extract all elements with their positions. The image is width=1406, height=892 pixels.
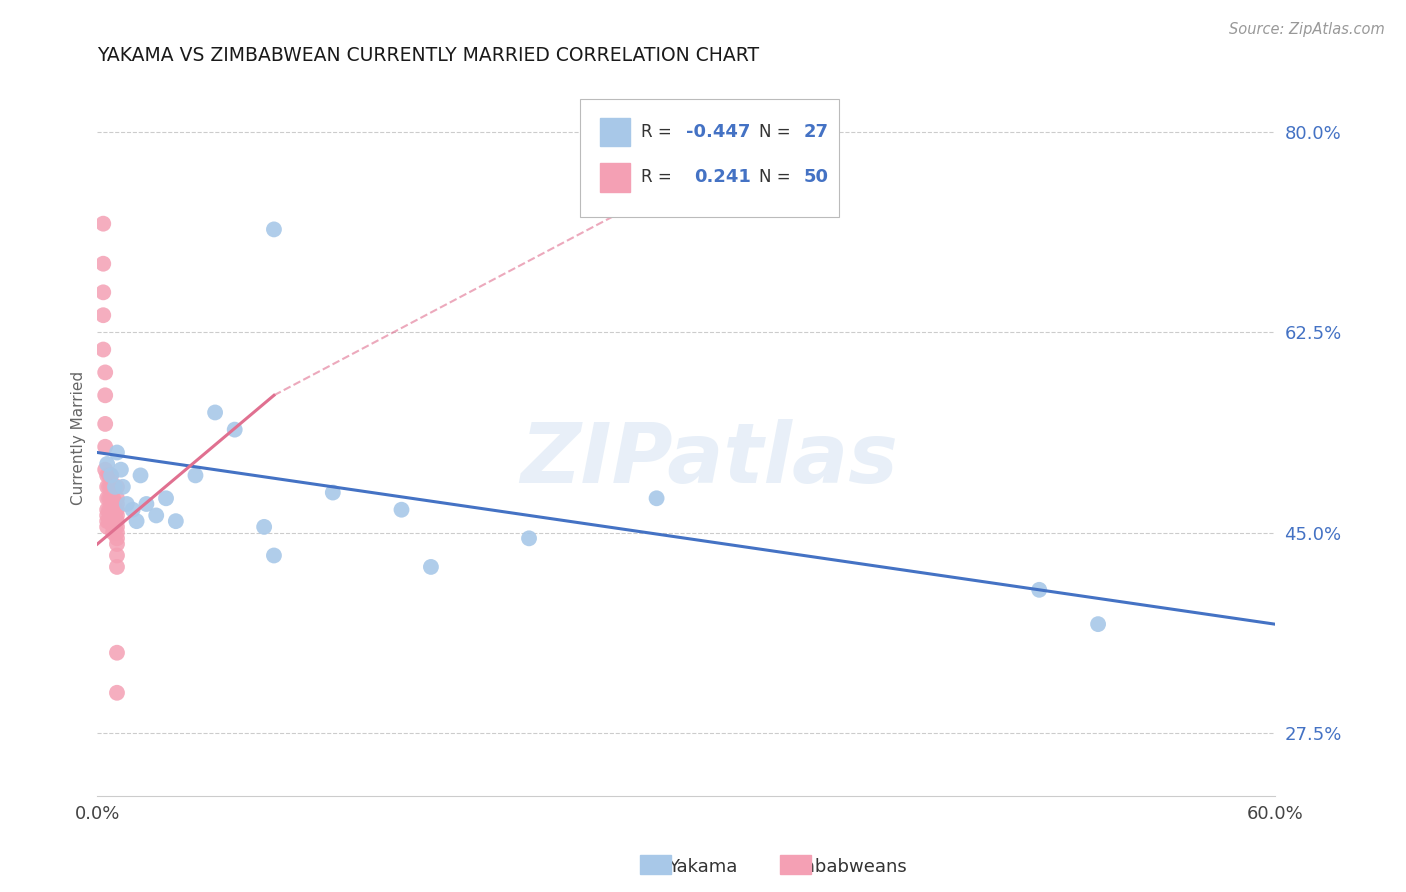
Point <box>105 537 128 551</box>
Point <box>105 502 128 516</box>
Point <box>98 480 121 494</box>
Point <box>110 463 132 477</box>
Text: 27: 27 <box>804 123 828 141</box>
Point <box>94 463 117 477</box>
Text: -0.447: -0.447 <box>686 123 751 141</box>
Point <box>155 491 177 506</box>
Point <box>105 525 128 540</box>
Point <box>391 502 413 516</box>
Point <box>204 405 226 419</box>
Point <box>263 549 285 563</box>
Text: ZIPatlas: ZIPatlas <box>520 419 898 500</box>
Text: N =: N = <box>759 123 796 141</box>
Point <box>1028 582 1050 597</box>
Point <box>105 491 128 506</box>
Point <box>98 491 121 506</box>
Point <box>100 468 122 483</box>
Text: R =: R = <box>641 123 678 141</box>
Point <box>104 520 127 534</box>
Point <box>98 468 121 483</box>
Y-axis label: Currently Married: Currently Married <box>72 371 86 505</box>
Point <box>165 514 187 528</box>
Point <box>94 388 117 402</box>
Point <box>105 514 128 528</box>
Point <box>91 343 114 357</box>
Point <box>104 480 127 494</box>
Point <box>91 285 114 300</box>
Point <box>94 440 117 454</box>
Point <box>105 549 128 563</box>
Point <box>253 520 276 534</box>
Point <box>104 508 127 523</box>
Point <box>96 457 118 471</box>
Text: 0.241: 0.241 <box>695 169 751 186</box>
Point <box>105 560 128 574</box>
Point <box>184 468 207 483</box>
Text: N =: N = <box>759 169 796 186</box>
Bar <box>600 118 630 146</box>
Point <box>322 485 344 500</box>
Point <box>105 508 128 523</box>
Point <box>105 445 128 459</box>
Text: Yakama: Yakama <box>668 858 738 876</box>
Point <box>94 366 117 380</box>
Point <box>105 497 128 511</box>
Point <box>101 514 124 528</box>
Point <box>101 502 124 516</box>
Point <box>91 308 114 322</box>
Point <box>96 491 118 506</box>
Point <box>100 468 122 483</box>
Point <box>100 480 122 494</box>
Point <box>104 502 127 516</box>
Point <box>419 560 441 574</box>
Point <box>111 480 134 494</box>
Point <box>645 491 668 506</box>
Point <box>125 514 148 528</box>
Point <box>100 491 122 506</box>
Point <box>94 417 117 431</box>
Point <box>98 502 121 516</box>
Point <box>105 520 128 534</box>
Point <box>135 497 157 511</box>
Point <box>96 468 118 483</box>
Point <box>129 468 152 483</box>
Point <box>101 525 124 540</box>
Point <box>91 257 114 271</box>
Point <box>115 497 138 511</box>
Point <box>100 514 122 528</box>
Point <box>105 480 128 494</box>
Point <box>224 423 246 437</box>
Text: Source: ZipAtlas.com: Source: ZipAtlas.com <box>1229 22 1385 37</box>
Point <box>105 532 128 546</box>
Text: R =: R = <box>641 169 678 186</box>
Point <box>98 514 121 528</box>
Point <box>263 222 285 236</box>
Point <box>101 508 124 523</box>
Point <box>96 502 118 516</box>
Point <box>517 532 540 546</box>
Point <box>100 502 122 516</box>
Point <box>96 508 118 523</box>
FancyBboxPatch shape <box>581 98 839 217</box>
Point <box>91 217 114 231</box>
Text: 50: 50 <box>804 169 828 186</box>
Point <box>105 646 128 660</box>
Point <box>101 520 124 534</box>
Point <box>96 514 118 528</box>
Point <box>96 480 118 494</box>
Text: YAKAMA VS ZIMBABWEAN CURRENTLY MARRIED CORRELATION CHART: YAKAMA VS ZIMBABWEAN CURRENTLY MARRIED C… <box>97 46 759 65</box>
Bar <box>600 163 630 192</box>
Point <box>1087 617 1109 632</box>
Point <box>96 520 118 534</box>
Point <box>121 502 143 516</box>
Point <box>145 508 167 523</box>
Point <box>105 686 128 700</box>
Point <box>101 491 124 506</box>
Text: Zimbabweans: Zimbabweans <box>780 858 907 876</box>
